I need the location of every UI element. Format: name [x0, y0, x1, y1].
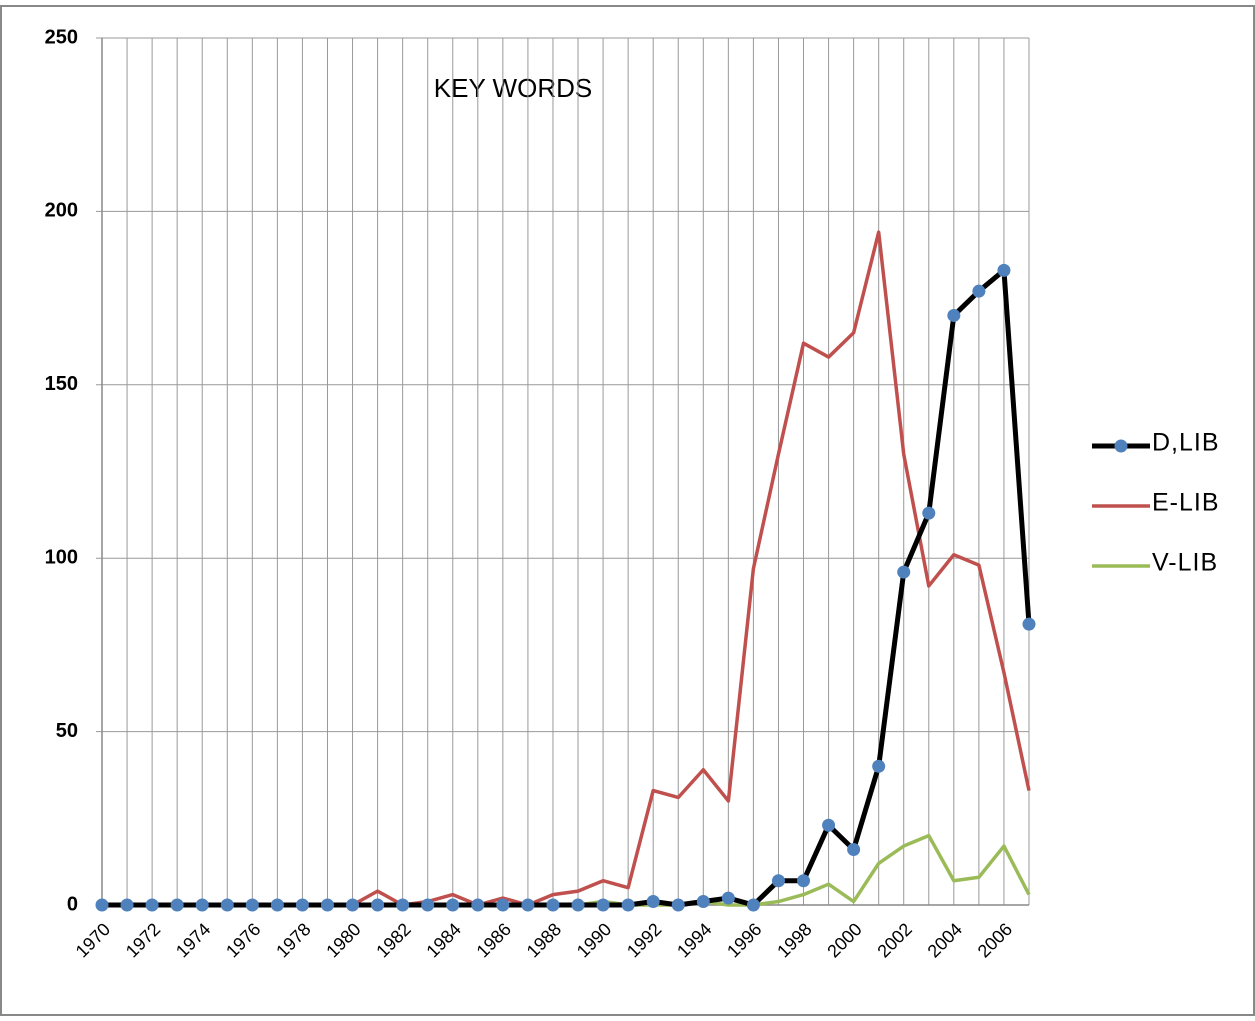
data-point — [696, 895, 710, 909]
data-point — [972, 284, 986, 298]
data-point — [897, 565, 911, 579]
data-point — [496, 898, 510, 912]
data-point — [997, 263, 1011, 277]
y-tick-label: 100 — [45, 546, 78, 568]
data-point — [145, 898, 159, 912]
y-tick-label: 150 — [45, 373, 78, 395]
data-point — [621, 898, 635, 912]
data-point — [120, 898, 134, 912]
data-point — [721, 891, 735, 905]
chart-title: KEY WORDS — [434, 73, 592, 103]
data-point — [872, 759, 886, 773]
data-point — [646, 895, 660, 909]
data-point — [346, 898, 360, 912]
data-point — [671, 898, 685, 912]
data-point — [170, 898, 184, 912]
data-point — [371, 898, 385, 912]
data-point — [245, 898, 259, 912]
data-point — [546, 898, 560, 912]
data-point — [847, 843, 861, 857]
legend-label: D,LIB — [1152, 429, 1220, 457]
data-point — [220, 898, 234, 912]
data-point — [596, 898, 610, 912]
data-point — [396, 898, 410, 912]
data-point — [571, 898, 585, 912]
y-tick-label: 250 — [45, 26, 78, 48]
data-point — [446, 898, 460, 912]
data-point — [922, 506, 936, 520]
data-point — [521, 898, 535, 912]
y-tick-label: 50 — [56, 720, 78, 742]
data-point — [270, 898, 284, 912]
data-point — [771, 874, 785, 888]
data-point — [1022, 617, 1036, 631]
data-point — [295, 898, 309, 912]
data-point — [95, 898, 109, 912]
data-point — [195, 898, 209, 912]
legend-label: E-LIB — [1152, 489, 1220, 517]
y-tick-label: 0 — [67, 893, 78, 915]
data-point — [421, 898, 435, 912]
data-point — [471, 898, 485, 912]
data-point — [797, 874, 811, 888]
data-point — [746, 898, 760, 912]
chart-border — [0, 5, 1255, 1016]
y-tick-label: 200 — [45, 200, 78, 222]
data-point — [822, 818, 836, 832]
data-point — [320, 898, 334, 912]
data-point — [947, 308, 961, 322]
legend-label: V-LIB — [1152, 549, 1218, 577]
legend-marker — [1114, 439, 1128, 453]
